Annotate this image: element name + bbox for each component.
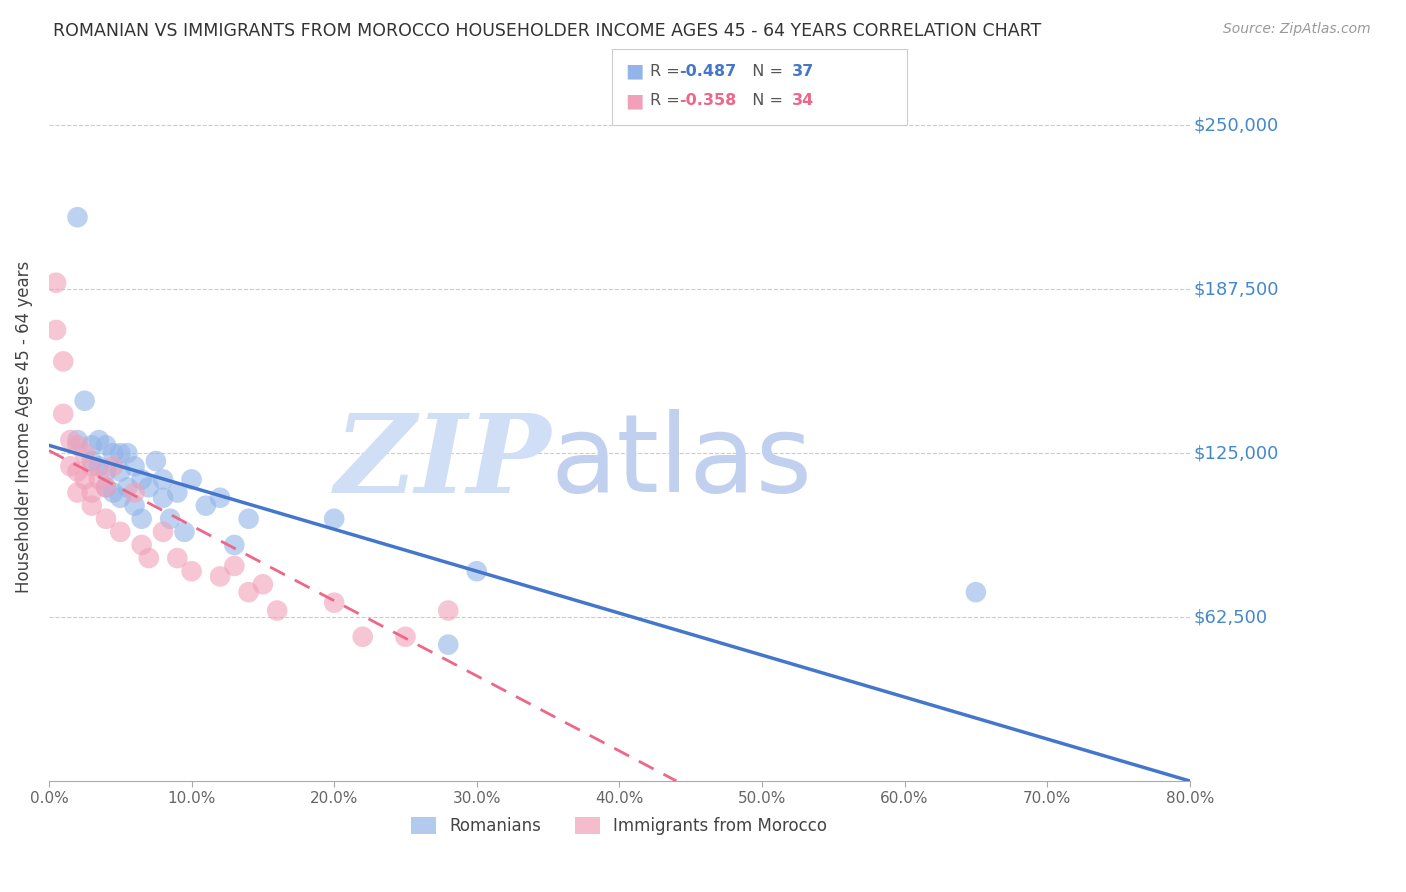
Point (110, 524, 132, 539)
Point (94, 465, 117, 479)
Point (465, 564, 488, 578)
Point (80, 438, 103, 452)
Point (73, 393, 96, 408)
Point (124, 459, 146, 474)
Point (323, 512, 346, 526)
Point (80, 459, 103, 474)
Point (152, 491, 174, 505)
Point (159, 512, 181, 526)
Point (45, 323, 67, 337)
Point (266, 603, 288, 617)
Point (66, 433, 89, 447)
Text: 34: 34 (792, 94, 814, 108)
Point (394, 630, 416, 644)
Point (66, 465, 89, 479)
Point (131, 512, 153, 526)
Text: N =: N = (742, 64, 789, 78)
Point (45, 276, 67, 290)
Point (94, 480, 117, 494)
Point (166, 485, 188, 500)
Point (437, 603, 460, 617)
Point (131, 538, 153, 552)
Point (145, 454, 167, 468)
Point (180, 564, 202, 578)
Point (238, 512, 260, 526)
Point (66, 210, 89, 224)
Point (66, 438, 89, 452)
Point (66, 485, 89, 500)
Y-axis label: Householder Income Ages 45 - 64 years: Householder Income Ages 45 - 64 years (15, 260, 32, 593)
Point (94, 512, 117, 526)
Point (252, 577, 274, 591)
Point (117, 446, 139, 460)
Point (131, 472, 153, 486)
Point (101, 485, 124, 500)
Point (124, 499, 146, 513)
Point (224, 538, 246, 552)
Point (238, 585, 260, 599)
Point (138, 551, 160, 566)
Point (59, 433, 82, 447)
Point (152, 472, 174, 486)
Point (80, 485, 103, 500)
Point (166, 551, 188, 566)
Point (124, 485, 146, 500)
Text: N =: N = (742, 94, 789, 108)
Text: $125,000: $125,000 (1194, 444, 1278, 462)
Text: $62,500: $62,500 (1194, 608, 1267, 626)
Text: ■: ■ (626, 91, 644, 111)
Point (323, 596, 346, 610)
Point (59, 459, 82, 474)
Text: $187,500: $187,500 (1194, 280, 1278, 298)
Point (110, 446, 132, 460)
Point (965, 585, 987, 599)
Point (224, 558, 246, 573)
Text: R =: R = (650, 94, 685, 108)
Text: ROMANIAN VS IMMIGRANTS FROM MOROCCO HOUSEHOLDER INCOME AGES 45 - 64 YEARS CORREL: ROMANIAN VS IMMIGRANTS FROM MOROCCO HOUS… (53, 22, 1042, 40)
Point (87, 459, 110, 474)
Text: ZIP: ZIP (335, 409, 551, 516)
Text: ■: ■ (626, 62, 644, 81)
Point (180, 472, 202, 486)
Text: -0.487: -0.487 (679, 64, 737, 78)
Point (94, 480, 117, 494)
Point (80, 499, 103, 513)
Point (209, 491, 232, 505)
Point (52, 407, 75, 421)
Point (194, 499, 217, 513)
Point (437, 638, 460, 652)
Point (73, 446, 96, 460)
Point (110, 465, 132, 479)
Point (101, 459, 124, 474)
Text: Source: ZipAtlas.com: Source: ZipAtlas.com (1223, 22, 1371, 37)
Point (87, 433, 110, 447)
Legend: Romanians, Immigrants from Morocco: Romanians, Immigrants from Morocco (404, 809, 835, 844)
Text: R =: R = (650, 64, 685, 78)
Point (52, 354, 75, 368)
Point (352, 630, 374, 644)
Text: 37: 37 (792, 64, 814, 78)
Point (73, 472, 96, 486)
Point (87, 472, 110, 486)
Point (152, 524, 174, 539)
Text: -0.358: -0.358 (679, 94, 737, 108)
Point (80, 454, 103, 468)
Point (110, 491, 132, 505)
Text: $250,000: $250,000 (1194, 117, 1278, 135)
Text: atlas: atlas (551, 409, 813, 516)
Point (173, 524, 195, 539)
Point (117, 480, 139, 494)
Point (138, 480, 160, 494)
Point (101, 446, 124, 460)
Point (94, 438, 117, 452)
Point (209, 569, 232, 583)
